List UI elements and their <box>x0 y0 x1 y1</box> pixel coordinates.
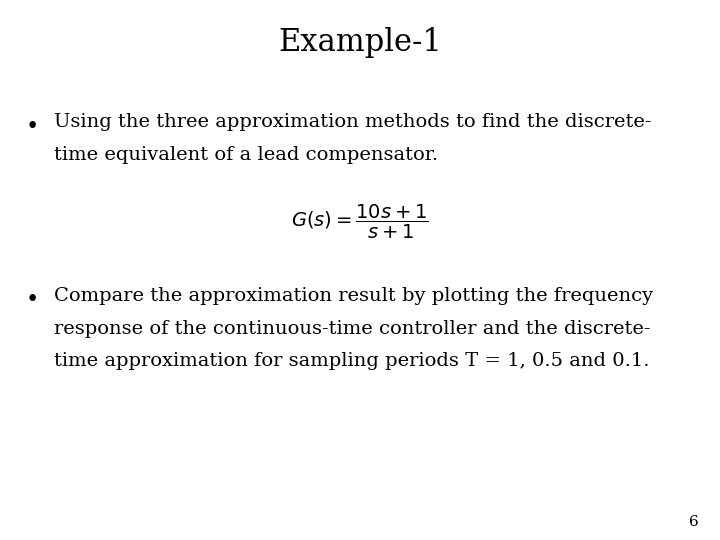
Text: $G(s) = \dfrac{10s + 1}{s + 1}$: $G(s) = \dfrac{10s + 1}{s + 1}$ <box>291 202 429 241</box>
Text: •: • <box>25 116 38 138</box>
Text: time equivalent of a lead compensator.: time equivalent of a lead compensator. <box>54 146 438 164</box>
Text: response of the continuous-time controller and the discrete-: response of the continuous-time controll… <box>54 320 650 338</box>
Text: •: • <box>25 289 38 311</box>
Text: Compare the approximation result by plotting the frequency: Compare the approximation result by plot… <box>54 287 653 305</box>
Text: Using the three approximation methods to find the discrete-: Using the three approximation methods to… <box>54 113 652 131</box>
Text: 6: 6 <box>688 515 698 529</box>
Text: time approximation for sampling periods T = 1, 0.5 and 0.1.: time approximation for sampling periods … <box>54 352 649 370</box>
Text: Example-1: Example-1 <box>278 27 442 58</box>
